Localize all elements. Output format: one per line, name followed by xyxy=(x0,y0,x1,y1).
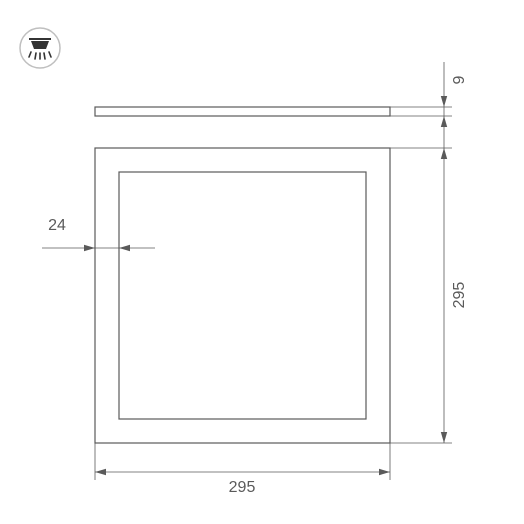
profile-view xyxy=(95,107,390,116)
front-view-inner xyxy=(119,172,366,419)
dim-frame-label: 24 xyxy=(48,217,66,234)
dim-width-label: 295 xyxy=(229,479,256,496)
ceiling-light-icon xyxy=(20,28,60,68)
dim-thickness-label: 9 xyxy=(451,75,468,84)
dim-height-label: 295 xyxy=(451,282,468,309)
